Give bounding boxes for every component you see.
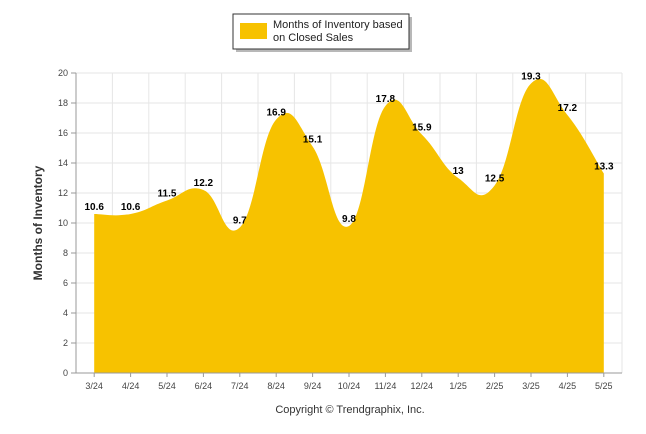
y-tick-label: 14 [58, 158, 68, 168]
data-label: 19.3 [521, 72, 541, 83]
data-label: 12.5 [485, 174, 505, 185]
x-tick-label: 10/24 [338, 381, 361, 391]
x-tick-label: 6/24 [195, 381, 213, 391]
y-tick-label: 8 [63, 248, 68, 258]
data-label: 15.1 [303, 135, 323, 146]
legend: Months of Inventory based on Closed Sale… [232, 13, 412, 52]
y-tick-label: 0 [63, 368, 68, 378]
x-tick-label: 3/25 [522, 381, 540, 391]
y-tick-label: 6 [63, 278, 68, 288]
copyright-text: Copyright © Trendgraphix, Inc. [275, 404, 424, 416]
area-series [94, 78, 604, 373]
data-label: 16.9 [266, 108, 286, 119]
x-tick-label: 5/25 [595, 381, 613, 391]
x-tick-label: 4/25 [559, 381, 577, 391]
data-label: 13.3 [594, 162, 614, 173]
y-tick-label: 12 [58, 188, 68, 198]
legend-label-line2: on Closed Sales [273, 32, 354, 44]
y-tick-label: 18 [58, 98, 68, 108]
y-tick-label: 20 [58, 68, 68, 78]
x-tick-label: 8/24 [267, 381, 285, 391]
legend-swatch [240, 23, 267, 39]
data-label: 15.9 [412, 123, 432, 134]
x-tick-label: 4/24 [122, 381, 140, 391]
x-tick-label: 5/24 [158, 381, 176, 391]
x-tick-label: 9/24 [304, 381, 322, 391]
x-tick-label: 3/24 [85, 381, 103, 391]
y-tick-label: 4 [63, 308, 68, 318]
data-label: 12.2 [194, 178, 214, 189]
x-tick-label: 7/24 [231, 381, 249, 391]
x-axis-ticks: 3/24 4/24 5/24 6/24 7/24 8/24 9/24 10/24 11/24 12… [85, 373, 613, 391]
data-label: 9.8 [342, 214, 356, 225]
x-tick-label: 1/25 [449, 381, 467, 391]
data-labels: 10.6 10.6 11.5 12.2 9.7 16.9 15.1 9.8 17.8 15.9 13… [84, 72, 614, 227]
y-tick-label: 2 [63, 338, 68, 348]
data-label: 13 [453, 166, 465, 177]
x-tick-label: 11/24 [374, 381, 396, 391]
data-label: 10.6 [84, 202, 104, 213]
data-label: 11.5 [158, 189, 177, 200]
data-label: 9.7 [233, 216, 247, 227]
y-axis-ticks: 0 2 4 6 8 10 12 14 16 18 20 [58, 68, 76, 378]
y-axis-title: Months of Inventory [31, 165, 45, 280]
y-tick-label: 10 [58, 218, 68, 228]
data-label: 10.6 [121, 202, 141, 213]
data-label: 17.8 [376, 94, 396, 105]
y-tick-label: 16 [58, 128, 68, 138]
legend-label-line1: Months of Inventory based [273, 19, 403, 31]
data-label: 17.2 [558, 103, 578, 114]
x-tick-label: 12/24 [411, 381, 434, 391]
x-tick-label: 2/25 [486, 381, 504, 391]
